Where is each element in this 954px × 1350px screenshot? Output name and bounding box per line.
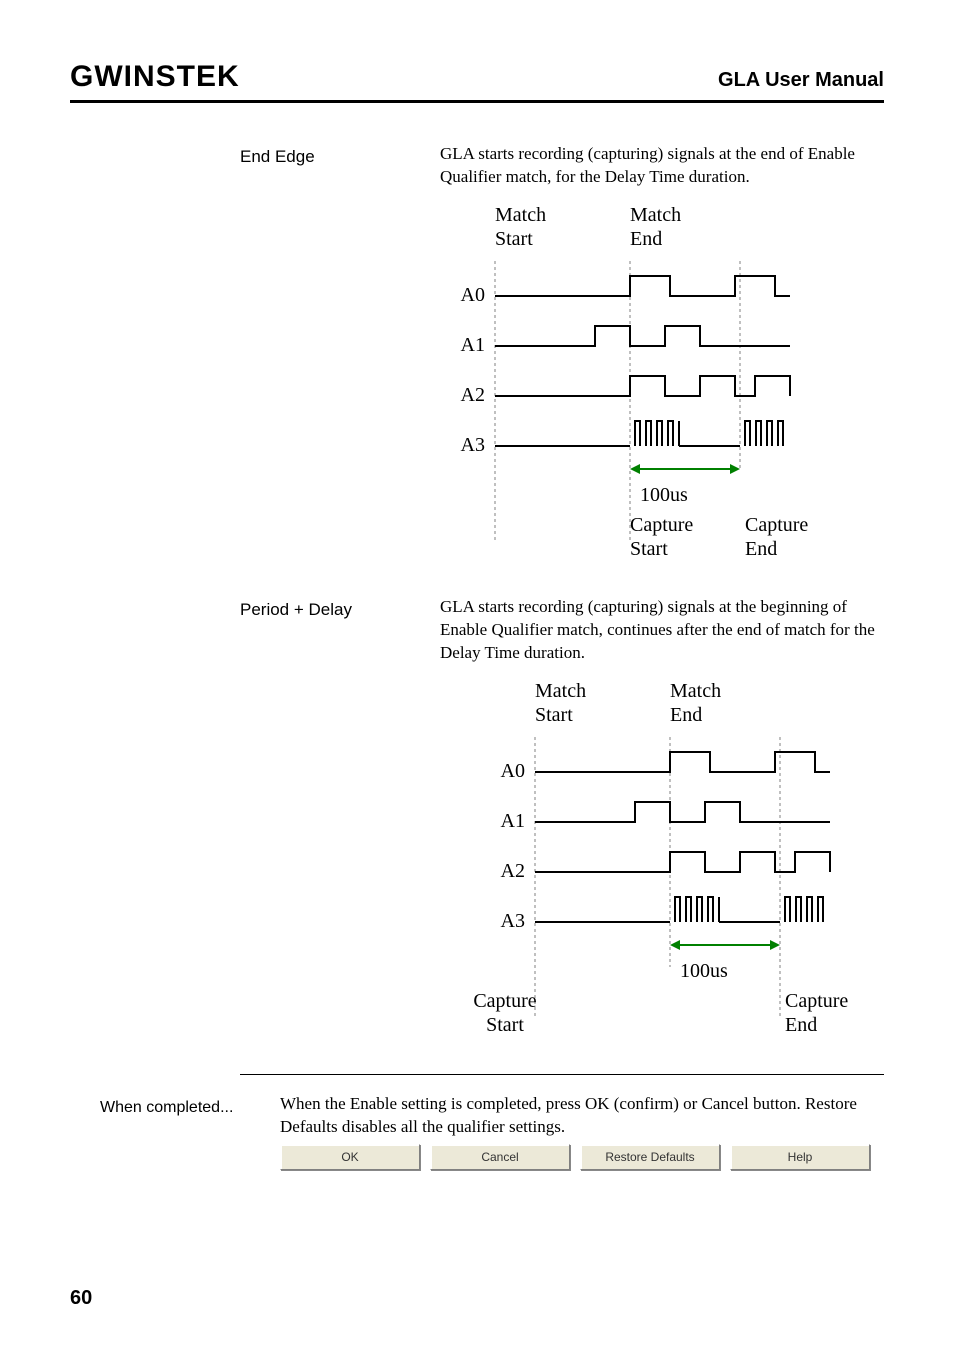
button-row: OK Cancel Restore Defaults Help (280, 1144, 884, 1170)
section-desc: GLA starts recording (capturing) signals… (440, 596, 884, 1054)
svg-text:Start: Start (495, 228, 533, 250)
svg-text:End: End (785, 1014, 817, 1036)
svg-text:End: End (630, 228, 662, 250)
help-button[interactable]: Help (730, 1144, 870, 1170)
section-desc: GLA starts recording (capturing) signals… (440, 143, 884, 578)
brand-logo: GWINSTEK (70, 60, 240, 94)
svg-text:Match: Match (630, 204, 681, 226)
page-number: 60 (70, 1287, 92, 1310)
svg-text:Start: Start (535, 704, 573, 726)
ok-button[interactable]: OK (280, 1144, 420, 1170)
svg-text:A0: A0 (461, 284, 485, 306)
svg-text:Start: Start (630, 538, 668, 560)
section-period-delay: Period + Delay GLA starts recording (cap… (240, 596, 884, 1054)
svg-text:Match: Match (535, 680, 586, 702)
section-label: End Edge (240, 143, 440, 578)
desc-text: GLA starts recording (capturing) signals… (440, 143, 884, 189)
svg-text:Capture: Capture (745, 514, 808, 536)
svg-text:Start: Start (486, 1014, 524, 1036)
svg-text:A1: A1 (461, 334, 485, 356)
svg-text:A1: A1 (501, 810, 525, 832)
section-end-edge: End Edge GLA starts recording (capturing… (240, 143, 884, 578)
svg-text:Capture: Capture (473, 990, 536, 1012)
timing-diagram-2: Match Start Match End A0 A1 A2 A3 (440, 677, 884, 1054)
page-header: GWINSTEK GLA User Manual (70, 60, 884, 103)
svg-text:A2: A2 (501, 860, 525, 882)
svg-text:Match: Match (495, 204, 546, 226)
svg-text:End: End (745, 538, 777, 560)
svg-text:Match: Match (670, 680, 721, 702)
svg-text:Capture: Capture (630, 514, 693, 536)
restore-defaults-button[interactable]: Restore Defaults (580, 1144, 720, 1170)
svg-text:100us: 100us (680, 960, 728, 982)
timing-diagram-1: Match Start Match End A0 A1 A2 A3 (440, 201, 884, 578)
section-label: Period + Delay (240, 596, 440, 1054)
manual-title: GLA User Manual (718, 69, 884, 92)
svg-text:Capture: Capture (785, 990, 848, 1012)
completed-desc: When the Enable setting is completed, pr… (280, 1093, 884, 1171)
section-completed: When completed... When the Enable settin… (100, 1093, 884, 1171)
svg-text:End: End (670, 704, 702, 726)
desc-text: GLA starts recording (capturing) signals… (440, 596, 884, 665)
svg-text:A3: A3 (461, 434, 485, 456)
cancel-button[interactable]: Cancel (430, 1144, 570, 1170)
svg-text:A0: A0 (501, 760, 525, 782)
section-divider (240, 1074, 884, 1075)
svg-text:A2: A2 (461, 384, 485, 406)
svg-text:A3: A3 (501, 910, 525, 932)
svg-text:100us: 100us (640, 484, 688, 506)
completed-text: When the Enable setting is completed, pr… (280, 1093, 884, 1139)
completed-label: When completed... (100, 1093, 280, 1171)
